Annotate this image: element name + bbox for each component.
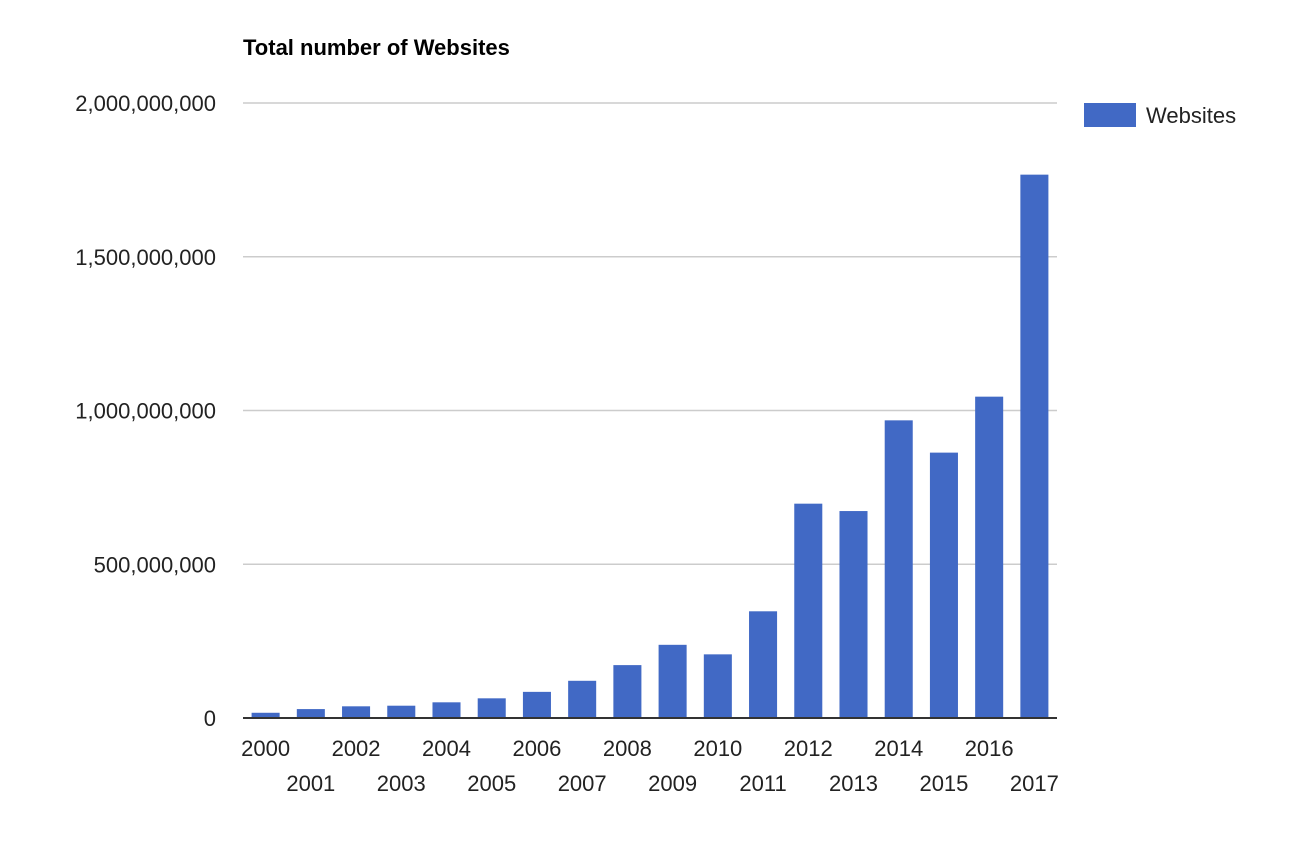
x-tick-label: 2010 — [693, 736, 742, 761]
bar-2005 — [477, 698, 506, 718]
bar-2012 — [794, 503, 823, 718]
gridlines — [243, 102, 1057, 565]
bar-2014 — [884, 420, 913, 718]
bar-2015 — [929, 452, 958, 718]
bar-2000 — [251, 712, 280, 718]
legend: Websites — [1084, 103, 1236, 128]
x-tick-label: 2013 — [829, 771, 878, 796]
bar-2002 — [342, 706, 371, 718]
bar-2011 — [749, 611, 778, 718]
x-tick-label: 2008 — [603, 736, 652, 761]
bar-2017 — [1020, 174, 1049, 718]
y-tick-label: 1,500,000,000 — [75, 245, 216, 270]
bar-2008 — [613, 665, 642, 718]
y-tick-label: 1,000,000,000 — [75, 399, 216, 424]
x-tick-label: 2015 — [919, 771, 968, 796]
x-tick-label: 2007 — [558, 771, 607, 796]
chart-title: Total number of Websites — [243, 35, 510, 60]
x-tick-label: 2017 — [1010, 771, 1059, 796]
bars — [251, 174, 1049, 718]
y-tick-label: 500,000,000 — [94, 552, 216, 577]
bar-2007 — [568, 680, 597, 718]
x-tick-label: 2009 — [648, 771, 697, 796]
bar-2004 — [432, 702, 461, 718]
x-tick-label: 2001 — [286, 771, 335, 796]
legend-label-websites: Websites — [1146, 103, 1236, 128]
x-tick-label: 2012 — [784, 736, 833, 761]
legend-swatch-websites — [1084, 103, 1136, 127]
x-tick-label: 2016 — [965, 736, 1014, 761]
x-tick-label: 2003 — [377, 771, 426, 796]
x-tick-label: 2004 — [422, 736, 471, 761]
bar-2003 — [387, 705, 416, 718]
bar-2009 — [658, 644, 687, 718]
bar-2001 — [296, 709, 325, 718]
y-tick-label: 0 — [204, 706, 216, 731]
x-tick-label: 2006 — [512, 736, 561, 761]
x-tick-label: 2011 — [739, 771, 786, 796]
bar-2006 — [522, 691, 551, 718]
x-axis-tick-labels: 2000 2001 2002 2003 2004 2005 2006 2007 2008 2009… — [241, 736, 1059, 796]
x-tick-label: 2014 — [874, 736, 923, 761]
y-axis-tick-labels: 0 500,000,000 1,000,000,000 1,500,000,000 2,… — [75, 91, 216, 731]
bar-2016 — [975, 396, 1004, 718]
x-tick-label: 2002 — [332, 736, 381, 761]
x-tick-label: 2005 — [467, 771, 516, 796]
bar-2010 — [703, 654, 732, 718]
bar-2013 — [839, 511, 868, 718]
x-tick-label: 2000 — [241, 736, 290, 761]
y-tick-label: 2,000,000,000 — [75, 91, 216, 116]
